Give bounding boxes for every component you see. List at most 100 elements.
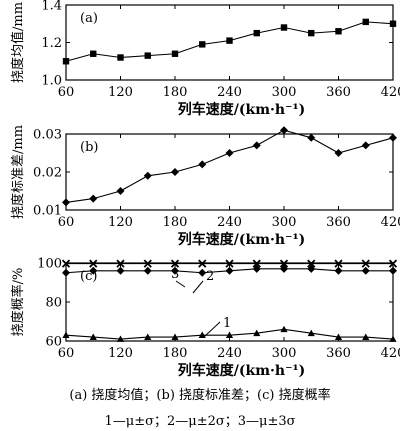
data-point bbox=[252, 259, 261, 268]
data-point bbox=[171, 168, 179, 176]
series-label: 3 bbox=[171, 267, 179, 282]
panel-label: (a) bbox=[80, 11, 98, 26]
data-point bbox=[116, 259, 125, 268]
data-point bbox=[225, 149, 234, 157]
data-point bbox=[307, 133, 316, 142]
data-point bbox=[362, 333, 370, 340]
plot-frame bbox=[65, 133, 394, 211]
chart-panel-2: 60 120 180 240 300 360 420 0.01 0.02 0.03 (b) 挠度标准差… bbox=[10, 125, 400, 248]
y-tick-label: 80 bbox=[45, 296, 62, 311]
data-point bbox=[198, 160, 207, 169]
data-point bbox=[170, 259, 180, 268]
data-point bbox=[62, 268, 70, 277]
x-tick-label: 60 bbox=[58, 85, 75, 100]
series-line bbox=[65, 129, 394, 203]
y-axis-label: 挠度标准差/mm bbox=[10, 125, 26, 219]
x-tick-label: 120 bbox=[108, 215, 133, 230]
x-tick-label: 360 bbox=[326, 346, 351, 361]
x-tick-label: 180 bbox=[163, 85, 188, 100]
x-tick-label: 300 bbox=[272, 215, 297, 230]
data-point bbox=[253, 329, 261, 337]
data-point bbox=[280, 24, 288, 31]
y-axis-label: 挠度均值/mm bbox=[10, 2, 26, 83]
data-point bbox=[171, 333, 179, 340]
data-point bbox=[144, 333, 152, 340]
y-tick-label: 0.02 bbox=[33, 166, 62, 181]
y-tick-label: 100 bbox=[37, 257, 62, 272]
data-point bbox=[334, 333, 343, 340]
data-point bbox=[199, 41, 206, 48]
y-tick-label: 1.2 bbox=[41, 36, 62, 51]
x-tick-label: 300 bbox=[272, 346, 297, 361]
data-point bbox=[117, 54, 124, 61]
data-point bbox=[61, 259, 71, 268]
x-tick-label: 420 bbox=[381, 85, 400, 100]
data-point bbox=[388, 259, 398, 268]
data-point bbox=[253, 29, 260, 37]
data-point bbox=[143, 259, 152, 268]
data-point bbox=[62, 331, 70, 339]
data-point bbox=[334, 266, 343, 275]
data-point bbox=[361, 266, 370, 275]
x-axis-label: 列车速度/(km·h⁻¹) bbox=[178, 362, 305, 379]
data-point bbox=[89, 194, 98, 203]
panel-label: (b) bbox=[80, 140, 98, 155]
x-tick-label: 240 bbox=[217, 85, 242, 100]
y-tick-label: 0.01 bbox=[33, 204, 62, 219]
y-axis-label: 挠度概率/% bbox=[10, 268, 26, 337]
data-point bbox=[389, 266, 397, 275]
y-tick-label: 60 bbox=[45, 335, 62, 350]
data-point bbox=[62, 198, 70, 207]
data-point bbox=[116, 266, 125, 275]
data-point bbox=[116, 187, 125, 195]
caption-panels: (a) 挠度均值；(b) 挠度标准差；(c) 挠度概率 bbox=[69, 388, 331, 403]
chart-panel-1: 60 120 180 240 300 360 420 1.0 1.2 1.4 (a) 挠度均值/mm 列… bbox=[10, 0, 400, 118]
x-tick-label: 240 bbox=[217, 215, 242, 230]
data-point bbox=[144, 52, 151, 59]
data-point bbox=[89, 259, 98, 268]
data-point bbox=[279, 259, 289, 268]
x-tick-label: 120 bbox=[108, 85, 133, 100]
data-point bbox=[171, 266, 179, 275]
x-axis-label: 列车速度/(km·h⁻¹) bbox=[178, 101, 305, 118]
data-point bbox=[89, 266, 98, 275]
x-tick-label: 420 bbox=[381, 215, 400, 230]
data-point bbox=[389, 335, 397, 342]
data-point bbox=[198, 259, 207, 268]
y-tick-label: 1.0 bbox=[41, 74, 62, 89]
x-tick-label: 360 bbox=[326, 215, 351, 230]
x-tick-label: 180 bbox=[163, 346, 188, 361]
data-point bbox=[226, 37, 233, 44]
y-tick-label: 1.4 bbox=[41, 0, 62, 14]
series-label-leader bbox=[192, 280, 204, 294]
data-point bbox=[225, 266, 234, 275]
data-point bbox=[361, 141, 370, 150]
x-tick-label: 60 bbox=[58, 215, 75, 230]
data-point bbox=[362, 18, 369, 26]
data-point bbox=[280, 325, 288, 333]
data-point bbox=[335, 28, 342, 35]
data-point bbox=[252, 141, 261, 150]
data-point bbox=[308, 29, 315, 37]
caption-legend: 1—μ±σ；2—μ±2σ；3—μ±3σ bbox=[104, 414, 296, 429]
data-point bbox=[361, 259, 370, 268]
data-point bbox=[89, 333, 97, 340]
x-tick-label: 120 bbox=[108, 346, 133, 361]
data-point bbox=[389, 20, 397, 27]
data-point bbox=[307, 259, 316, 268]
data-point bbox=[334, 259, 343, 268]
series-label-leader bbox=[204, 321, 221, 337]
x-tick-label: 60 bbox=[58, 346, 75, 361]
series-label: 2 bbox=[206, 269, 214, 284]
data-point bbox=[280, 126, 288, 135]
x-tick-label: 180 bbox=[163, 215, 188, 230]
series-label: 1 bbox=[223, 316, 231, 331]
data-point bbox=[225, 331, 234, 339]
series-label-leader bbox=[175, 280, 186, 288]
data-point bbox=[143, 171, 152, 180]
data-point bbox=[198, 268, 207, 277]
x-axis-label: 列车速度/(km·h⁻¹) bbox=[178, 231, 305, 248]
data-point bbox=[389, 133, 397, 142]
data-point bbox=[143, 266, 152, 275]
